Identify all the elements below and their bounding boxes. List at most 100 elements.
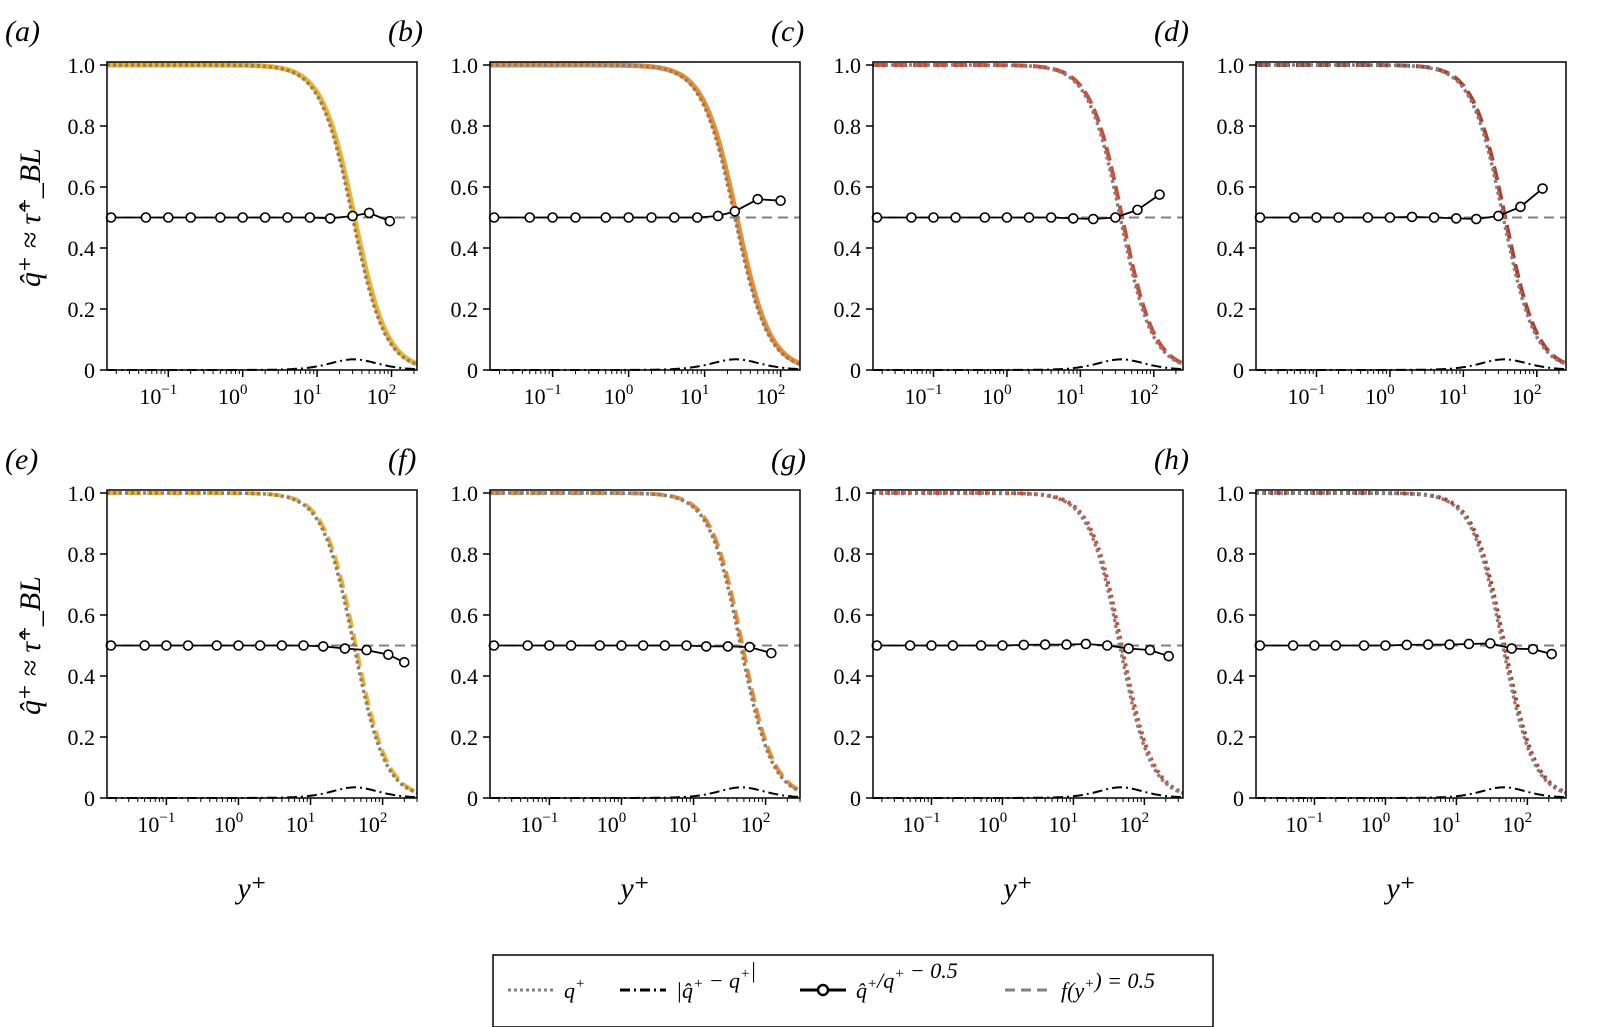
ratio-marker: [1384, 212, 1396, 223]
x-tick-label: 101: [1439, 382, 1469, 409]
ratio-marker: [1132, 204, 1143, 216]
x-tick-label: 101: [1049, 810, 1079, 837]
panel-label: (a): [5, 15, 40, 48]
ratio-marker: [700, 641, 712, 652]
ratio-marker: [691, 212, 703, 223]
x-tick-label: 102: [1129, 382, 1159, 409]
x-tick-label: 102: [756, 382, 786, 409]
ratio-marker: [1380, 640, 1391, 651]
ratio-marker: [1444, 639, 1455, 650]
legend-marker: [816, 983, 830, 997]
ratio-marker: [237, 212, 249, 223]
axes-frame: [489, 61, 801, 371]
ratio-marker: [544, 640, 555, 651]
ratio-marker: [105, 640, 117, 651]
axes-frame: [106, 489, 418, 799]
ratio-marker: [339, 643, 351, 654]
y-tick-label: 0: [84, 358, 95, 383]
ratio-marker: [1144, 644, 1156, 656]
model-curve: [107, 62, 417, 367]
ratio-marker: [185, 212, 197, 223]
x-tick-label: 102: [741, 810, 771, 837]
ratio-marker: [729, 206, 741, 217]
ratio-marker: [139, 640, 150, 651]
y-tick-label: 0.4: [834, 236, 862, 261]
y-tick-label: 0.2: [451, 297, 479, 322]
y-tick-label: 0.4: [1217, 664, 1245, 689]
ratio-marker: [304, 212, 316, 223]
panel-label: (f): [388, 443, 416, 476]
q-plus-curve: [1256, 63, 1566, 366]
ratio-marker: [259, 212, 271, 223]
y-tick-label: 0.2: [834, 725, 862, 750]
x-tick-label: 102: [1120, 810, 1150, 837]
ratio-marker: [979, 212, 991, 223]
x-tick-label: 100: [214, 810, 244, 837]
ratio-marker: [211, 640, 223, 651]
y-tick-label: 1.0: [834, 53, 862, 78]
y-tick-label: 0: [850, 358, 861, 383]
ratio-marker: [1484, 638, 1496, 649]
ratio-marker: [1537, 183, 1548, 194]
x-tick-label: 100: [978, 810, 1008, 837]
y-tick-label: 0.6: [1217, 175, 1245, 200]
ratio-marker: [600, 212, 612, 223]
ratio-marker: [1045, 212, 1057, 223]
x-axis-label: y⁺: [1383, 872, 1415, 905]
x-tick-label: 100: [1365, 382, 1395, 409]
ratio-marker: [1080, 638, 1092, 650]
ratio-marker: [775, 195, 786, 207]
x-tick-label: 10−1: [137, 810, 175, 837]
ratio-marker: [347, 210, 358, 222]
ratio-marker: [1470, 213, 1482, 225]
x-tick-label: 102: [1503, 810, 1533, 837]
x-tick-label: 101: [1056, 382, 1086, 409]
panel-g: 0 0.2 0.4 0.6 0.8 1.0 10−1 100 101 102 (g): [771, 443, 1184, 837]
abs-diff-curve: [490, 358, 800, 371]
ratio-marker: [1309, 640, 1320, 651]
ratio-marker: [997, 640, 1008, 651]
ratio-marker: [646, 212, 657, 223]
ratio-marker: [1546, 648, 1557, 660]
ratio-marker: [722, 641, 734, 652]
panel-a: 0 0.2 0.4 0.6 0.8 1.0 10−1 100 101 102 (a): [5, 15, 418, 409]
ratio-marker: [399, 656, 410, 668]
ratio-marker: [1061, 639, 1072, 650]
ratio-marker: [182, 640, 194, 651]
y-tick-label: 1.0: [68, 53, 96, 78]
y-axis-label: q̂⁺ ≈ τ̂⁺_BL: [14, 148, 47, 287]
legend-label: q̂+/q+ − 0.5: [856, 958, 958, 1003]
ratio-marker: [950, 212, 961, 223]
ratio-marker: [488, 640, 500, 651]
x-tick-label: 10−1: [520, 810, 558, 837]
x-tick-label: 100: [1361, 810, 1391, 837]
x-tick-label: 102: [367, 382, 397, 409]
ratio-marker: [317, 641, 329, 652]
ratio-marker: [105, 212, 117, 223]
ratio-marker: [904, 640, 916, 651]
ratio-marker: [1067, 213, 1079, 224]
ratio-marker: [524, 212, 536, 223]
y-tick-label: 0.8: [68, 114, 96, 139]
ratio-marker: [1333, 212, 1344, 223]
ratio-marker: [1422, 639, 1434, 650]
model-curve: [873, 63, 1183, 366]
abs-diff-curve: [107, 786, 417, 799]
y-tick-label: 0.8: [451, 114, 479, 139]
y-tick-label: 0.6: [68, 175, 96, 200]
q-plus-curve: [873, 63, 1183, 366]
ratio-marker: [1428, 212, 1440, 223]
model-curve: [490, 62, 800, 366]
panel-label: (g): [771, 443, 806, 476]
ratio-marker: [681, 640, 692, 651]
y-tick-label: 1.0: [834, 481, 862, 506]
y-tick-label: 0.2: [451, 725, 479, 750]
y-tick-label: 0.2: [1217, 725, 1245, 750]
ratio-marker: [1450, 213, 1462, 224]
q-plus-curve: [490, 63, 800, 366]
model-curve: [1256, 63, 1566, 366]
model-curve: [873, 491, 1183, 795]
y-tick-label: 1.0: [451, 53, 479, 78]
ratio-marker: [637, 640, 649, 651]
x-tick-label: 10−1: [524, 382, 562, 409]
